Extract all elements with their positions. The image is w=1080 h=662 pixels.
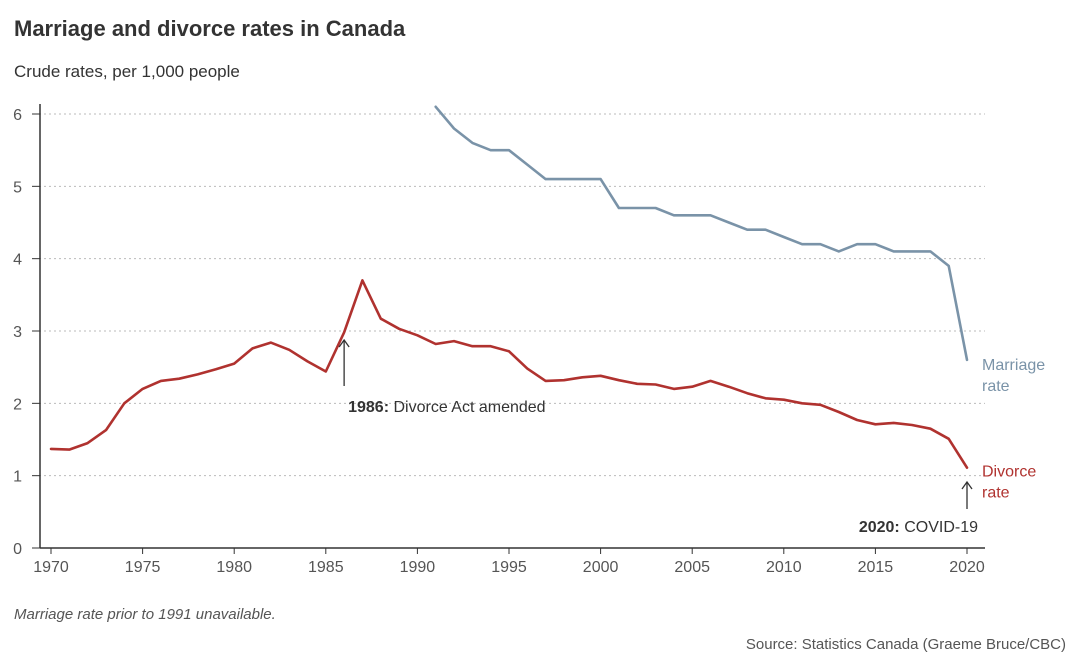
annotation-text: Divorce Act amended: [389, 399, 546, 416]
x-tick-label: 1990: [400, 559, 436, 576]
axes: 0 1 2 3 4 5 6 1970 1975 1980 1985 1990 1995 2000 2005 2…: [13, 104, 985, 576]
annotation-arrow-head: [338, 338, 350, 348]
annotation-year: 1986:: [348, 399, 389, 416]
series-labels: Marriage rate Divorce rate: [982, 357, 1045, 502]
annotation-text: COVID-19: [900, 519, 978, 536]
x-tick-label: 2005: [674, 559, 710, 576]
divorce-rate-line: [49, 279, 969, 470]
marriage-rate-label: Marriage: [982, 357, 1045, 374]
y-tick-label: 2: [13, 396, 22, 413]
chart-subtitle: Crude rates, per 1,000 people: [14, 62, 240, 81]
x-tick-label: 1985: [308, 559, 344, 576]
x-tick-label: 2015: [858, 559, 894, 576]
annotation-label: 2020: COVID-19: [859, 519, 978, 536]
y-tick-label: 5: [13, 179, 22, 196]
y-tick-label: 1: [13, 469, 22, 486]
chart-note: Marriage rate prior to 1991 unavailable.: [14, 606, 276, 623]
x-tick-label: 1980: [216, 559, 252, 576]
chart-source: Source: Statistics Canada (Graeme Bruce/…: [745, 636, 1066, 653]
annotation-year: 2020:: [859, 519, 900, 536]
x-tick-label: 2000: [583, 559, 619, 576]
divorce-rate-label: rate: [982, 485, 1010, 502]
marriage-rate-line: [434, 105, 969, 362]
y-tick-label: 3: [13, 324, 22, 341]
annotation-label: 1986: Divorce Act amended: [348, 399, 545, 416]
x-tick-label: 1995: [491, 559, 527, 576]
marriage-rate-label: rate: [982, 378, 1010, 395]
y-tick-label: 4: [13, 252, 22, 269]
divorce-rate-label: Divorce: [982, 464, 1036, 481]
x-tick-label: 2010: [766, 559, 802, 576]
y-tick-label: 6: [13, 107, 22, 124]
x-tick-label: 1975: [125, 559, 161, 576]
gridlines: [39, 113, 985, 477]
y-tick-label: 0: [13, 541, 22, 558]
chart-title: Marriage and divorce rates in Canada: [14, 16, 406, 41]
annotations: 1986: Divorce Act amended 2020: COVID-19: [338, 338, 978, 536]
annotation-arrow-head: [961, 480, 973, 490]
series-lines: [49, 105, 969, 470]
x-tick-label: 2020: [949, 559, 985, 576]
x-tick-label: 1970: [33, 559, 69, 576]
